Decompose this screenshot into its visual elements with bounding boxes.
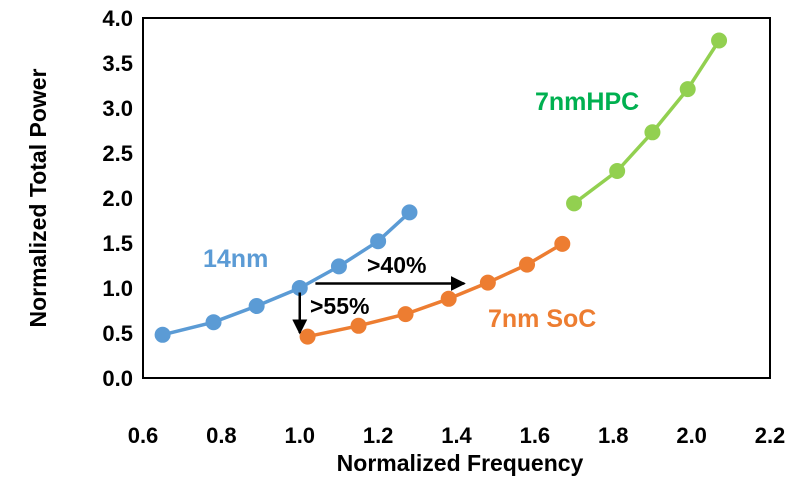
data-point-14nm (205, 314, 222, 331)
data-point-7nm-soc (299, 328, 316, 345)
data-point-7nm-soc (350, 317, 367, 334)
data-point-7nm-soc (397, 306, 414, 323)
y-axis-ticks: 0.0 0.5 1.0 1.5 2.0 2.5 3.0 3.5 4.0 (102, 6, 133, 391)
data-point-14nm (401, 204, 418, 221)
y-tick-label: 1.5 (102, 231, 133, 256)
data-point-14nm (330, 258, 347, 275)
x-tick-label: 0.8 (206, 423, 237, 448)
y-tick-label: 1.0 (102, 276, 133, 301)
x-tick-label: 1.6 (520, 423, 551, 448)
annotation-label-55-percent: >55% (310, 293, 369, 319)
data-point-7nmhpc (711, 32, 728, 49)
series-label-7nmhpc: 7nmHPC (535, 88, 639, 116)
data-point-14nm (370, 233, 387, 250)
data-point-7nm-soc (479, 274, 496, 291)
data-point-7nm-soc (519, 256, 536, 273)
y-tick-label: 2.0 (102, 186, 133, 211)
data-point-7nmhpc (679, 81, 696, 98)
x-tick-label: 1.8 (598, 423, 629, 448)
x-tick-label: 1.2 (363, 423, 394, 448)
data-point-14nm (248, 298, 265, 314)
x-tick-label: 2.0 (676, 423, 707, 448)
series-label-7nm-soc: 7nm SoC (488, 305, 596, 333)
data-point-7nm-soc (440, 290, 457, 307)
x-tick-label: 0.6 (128, 423, 159, 448)
data-point-7nm-soc (554, 235, 571, 252)
data-point-7nmhpc (644, 124, 661, 141)
series-line-7nmhpc (573, 39, 721, 205)
y-axis-title: Normalized Total Power (25, 68, 51, 327)
y-tick-label: 4.0 (102, 6, 133, 31)
y-tick-label: 2.5 (102, 141, 133, 166)
data-point-7nmhpc (609, 163, 626, 179)
x-tick-label: 2.2 (755, 423, 786, 448)
plot-area-frame (142, 17, 771, 379)
data-point-14nm (154, 326, 171, 343)
data-point-7nmhpc (566, 195, 583, 212)
y-tick-label: 0.0 (102, 366, 133, 391)
x-axis-ticks: 0.6 0.8 1.0 1.2 1.4 1.6 1.8 2.0 2.2 (128, 423, 786, 448)
series-label-14nm: 14nm (203, 245, 268, 273)
y-tick-label: 0.5 (102, 321, 133, 346)
y-tick-label: 3.5 (102, 51, 133, 76)
series-layer (154, 32, 728, 345)
y-tick-label: 3.0 (102, 96, 133, 121)
annotation-layer (292, 276, 466, 335)
annotation-label-40-percent: >40% (367, 252, 426, 278)
x-tick-label: 1.0 (284, 423, 315, 448)
data-point-14nm (291, 280, 308, 296)
x-tick-label: 1.4 (441, 423, 472, 448)
x-axis-title: Normalized Frequency (337, 450, 584, 476)
